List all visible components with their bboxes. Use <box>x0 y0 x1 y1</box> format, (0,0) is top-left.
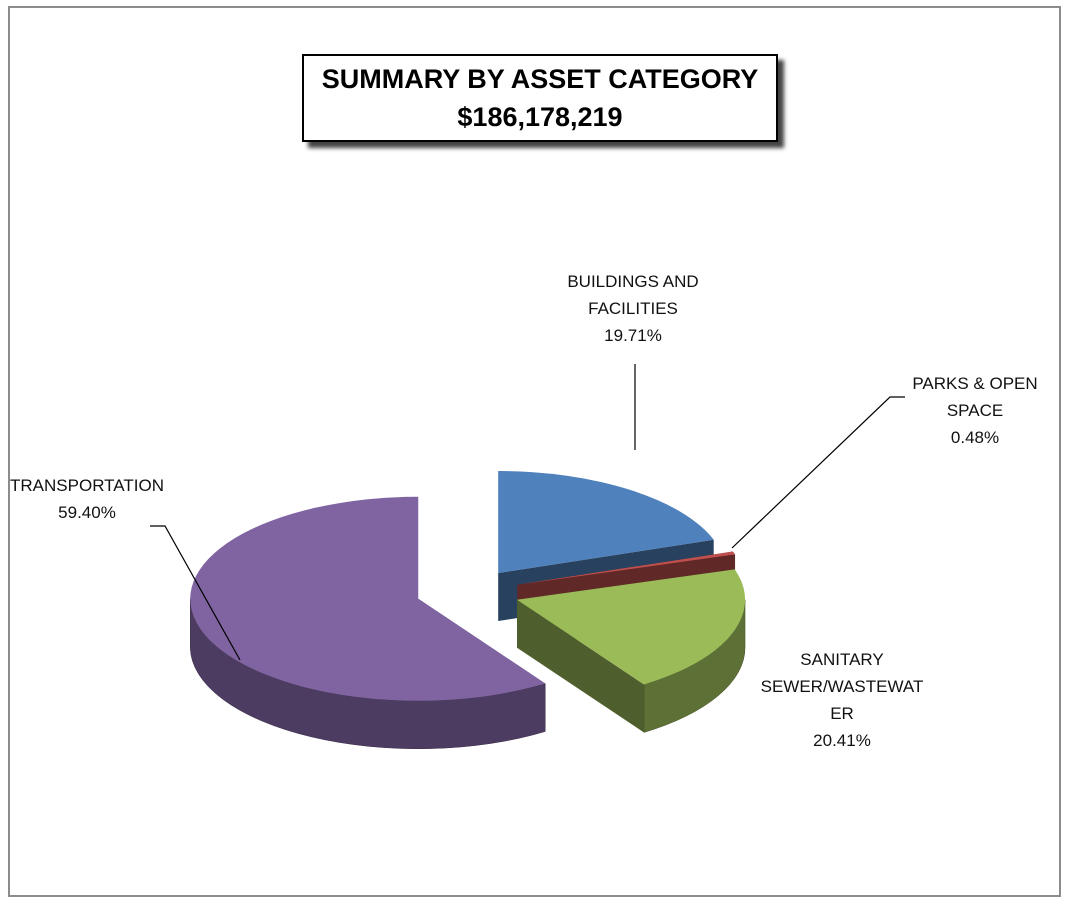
category-label: BUILDINGS AND FACILITIES <box>567 272 699 318</box>
data-label: TRANSPORTATION 59.40% <box>2 472 172 526</box>
pie-slice <box>498 471 714 574</box>
data-label: BUILDINGS AND FACILITIES 19.71% <box>548 268 718 349</box>
data-label: SANITARY SEWER/WASTEWATER 20.41% <box>757 646 927 754</box>
pie-slice <box>190 496 546 701</box>
chart-area <box>8 6 1061 897</box>
value-label: 0.48% <box>950 428 1000 447</box>
slice-wall <box>517 599 645 733</box>
pie-slice <box>517 551 736 585</box>
chart-title: SUMMARY BY ASSET CATEGORY <box>321 64 759 94</box>
category-label: PARKS & OPEN SPACE <box>912 374 1038 420</box>
pie-slice <box>517 569 746 685</box>
category-label: SANITARY SEWER/WASTEWATER <box>760 650 924 723</box>
slice-tops <box>190 471 746 701</box>
leader-line <box>731 396 905 549</box>
value-label: 20.41% <box>813 731 871 750</box>
category-label: TRANSPORTATION <box>10 476 164 495</box>
value-label: 59.40% <box>58 503 116 522</box>
title-box: SUMMARY BY ASSET CATEGORY $186,178,219 <box>302 54 778 142</box>
value-label: 19.71% <box>604 326 662 345</box>
chart-subtitle: $186,178,219 <box>457 102 623 132</box>
data-label: PARKS & OPEN SPACE 0.48% <box>890 370 1060 451</box>
leader-line <box>150 525 241 661</box>
